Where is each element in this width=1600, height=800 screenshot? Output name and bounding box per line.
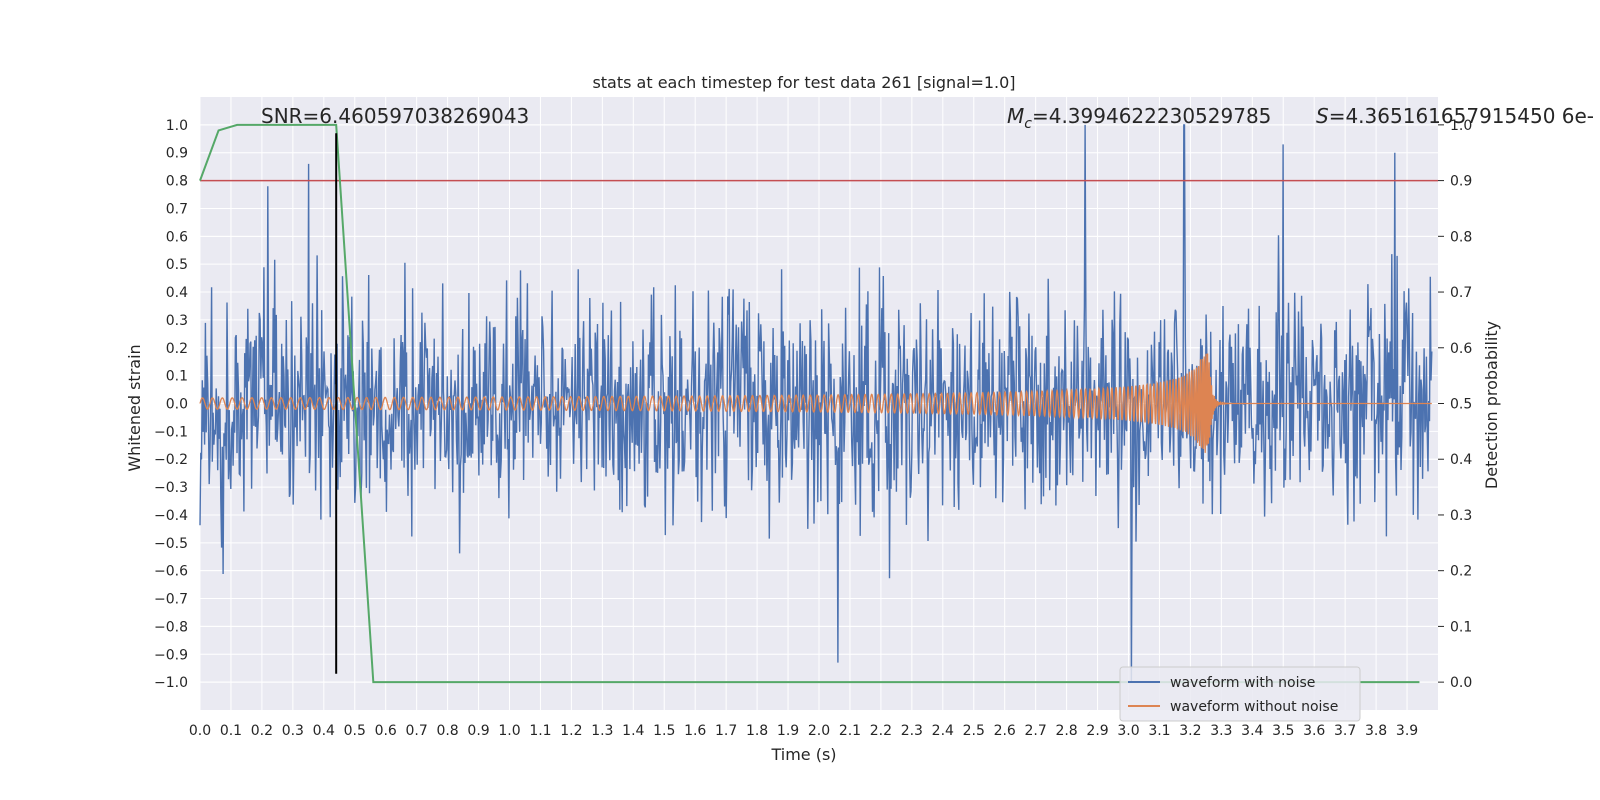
y2-axis-label: Detection probability — [1482, 321, 1501, 489]
y2-tick-label: 0.6 — [1450, 341, 1472, 357]
y-tick-label: 0.7 — [166, 201, 188, 217]
x-tick-label: 2.7 — [1025, 723, 1047, 739]
series-waveform-with-noise — [199, 124, 1433, 683]
series-detection-probability — [199, 123, 1420, 684]
y-tick-label: −0.9 — [154, 647, 188, 663]
y-tick-label: −0.5 — [154, 536, 188, 552]
y-axis-label: Whitened strain — [125, 344, 144, 471]
y-tick-label: 0.9 — [166, 146, 188, 162]
x-tick-label: 0.0 — [189, 723, 211, 739]
y-tick-label: 0.1 — [166, 369, 188, 385]
x-tick-label: 3.0 — [1117, 723, 1139, 739]
legend-label-clean: waveform without noise — [1170, 699, 1338, 715]
x-tick-label: 1.3 — [591, 723, 613, 739]
y-tick-label: −0.6 — [154, 564, 188, 580]
x-tick-label: 1.6 — [684, 723, 706, 739]
y-tick-label: −0.2 — [154, 452, 188, 468]
y2-tick-label: 0.8 — [1450, 229, 1472, 245]
y2-tick-label: 0.7 — [1450, 285, 1472, 301]
x-tick-label: 1.2 — [560, 723, 582, 739]
chirp-mass-symbol: M — [1007, 104, 1024, 128]
y2-tick-label: 0.9 — [1450, 174, 1472, 190]
x-tick-label: 0.6 — [375, 723, 397, 739]
x-tick-label: 2.1 — [839, 723, 861, 739]
x-tick-label: 3.8 — [1365, 723, 1387, 739]
x-tick-label: 2.5 — [963, 723, 985, 739]
x-tick-label: 3.9 — [1396, 723, 1418, 739]
x-tick-label: 3.2 — [1179, 723, 1201, 739]
y-tick-label: 0.8 — [166, 174, 188, 190]
chirp-mass-subscript: c — [1024, 116, 1032, 132]
x-tick-label: 1.8 — [746, 723, 768, 739]
chirp-mass-value: =4.3994622230529785 — [1032, 104, 1271, 128]
s-value: =4.365161657915450 6e- — [1329, 104, 1594, 128]
x-tick-label: 0.9 — [467, 723, 489, 739]
x-tick-label: 2.4 — [932, 723, 954, 739]
chirp-mass-annotation: Mc=4.3994622230529785 — [1007, 104, 1271, 132]
y2-tick-label: 0.3 — [1450, 508, 1472, 524]
s-annotation: S=4.365161657915450 6e- — [1316, 104, 1594, 128]
y-tick-label: −0.8 — [154, 619, 188, 635]
y2-tick-label: 0.5 — [1450, 397, 1472, 413]
y-tick-label: −1.0 — [154, 675, 188, 691]
y-tick-label: −0.3 — [154, 480, 188, 496]
x-tick-label: 1.5 — [653, 723, 675, 739]
series-layer — [199, 123, 1438, 684]
x-tick-label: 0.3 — [282, 723, 304, 739]
y-tick-label: 1.0 — [166, 118, 188, 134]
y2-tick-label: 0.1 — [1450, 619, 1472, 635]
snr-annotation: SNR=6.460597038269043 — [261, 104, 529, 128]
tick-labels: 0.0 0.1 0.2 0.3 0.4 0.5 0.6 0.7 0.8 0.9 1.0 1.1 1.2 1… — [154, 118, 1472, 739]
x-tick-label: 0.7 — [406, 723, 428, 739]
x-tick-label: 2.9 — [1086, 723, 1108, 739]
x-tick-label: 0.4 — [313, 723, 335, 739]
x-tick-label: 3.1 — [1148, 723, 1170, 739]
y-tick-label: 0.5 — [166, 257, 188, 273]
y-tick-label: −0.4 — [154, 508, 188, 524]
x-axis-label: Time (s) — [770, 745, 836, 764]
x-tick-label: 2.8 — [1055, 723, 1077, 739]
legend-box — [1119, 666, 1361, 722]
chart-title: stats at each timestep for test data 261… — [592, 73, 1015, 92]
x-tick-label: 3.5 — [1272, 723, 1294, 739]
y-tick-label: 0.4 — [166, 285, 188, 301]
y2-tick-label: 0.4 — [1450, 452, 1472, 468]
y-tick-label: −0.7 — [154, 592, 188, 608]
y-tick-label: 0.0 — [166, 397, 188, 413]
x-tick-label: 3.7 — [1334, 723, 1356, 739]
x-tick-label: 0.1 — [220, 723, 242, 739]
x-tick-label: 0.5 — [344, 723, 366, 739]
legend-label-noise: waveform with noise — [1170, 675, 1315, 691]
legend: waveform with noise waveform without noi… — [1119, 666, 1361, 722]
series-waveform-without-noise — [199, 353, 1432, 453]
y-tick-label: −0.1 — [154, 424, 188, 440]
x-tick-label: 1.0 — [498, 723, 520, 739]
y2-tick-label: 0.2 — [1450, 564, 1472, 580]
x-tick-label: 1.1 — [529, 723, 551, 739]
y-tick-label: 0.6 — [166, 229, 188, 245]
y2-tick-label: 1.0 — [1450, 118, 1472, 134]
x-tick-label: 2.3 — [901, 723, 923, 739]
x-tick-label: 3.3 — [1210, 723, 1232, 739]
x-tick-label: 1.4 — [622, 723, 644, 739]
x-tick-label: 2.2 — [870, 723, 892, 739]
x-tick-label: 1.9 — [777, 723, 799, 739]
x-tick-label: 2.0 — [808, 723, 830, 739]
x-tick-label: 0.2 — [251, 723, 273, 739]
y-tick-label: 0.3 — [166, 313, 188, 329]
y2-tick-label: 0.0 — [1450, 675, 1472, 691]
x-tick-label: 1.7 — [715, 723, 737, 739]
x-tick-label: 2.6 — [994, 723, 1016, 739]
y-tick-label: 0.2 — [166, 341, 188, 357]
s-symbol: S — [1316, 104, 1329, 128]
x-tick-label: 3.4 — [1241, 723, 1263, 739]
x-tick-label: 3.6 — [1303, 723, 1325, 739]
x-tick-label: 0.8 — [436, 723, 458, 739]
